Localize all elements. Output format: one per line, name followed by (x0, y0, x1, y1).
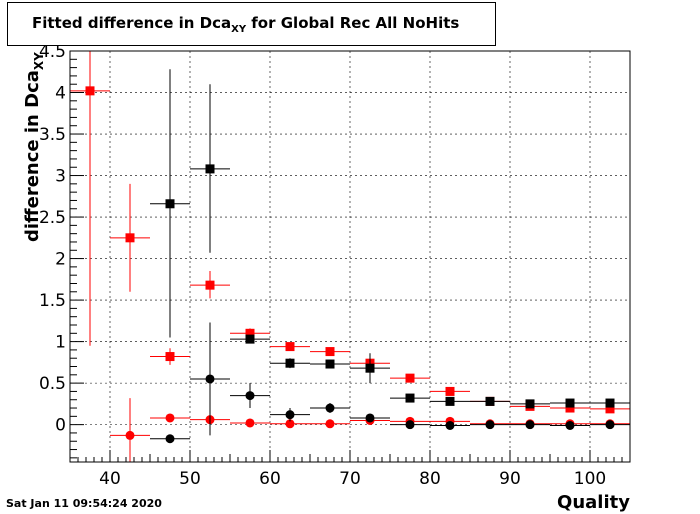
data-point-circle (605, 420, 615, 430)
x-tick-label: 60 (259, 469, 281, 489)
title-main: Fitted difference in Dca (32, 14, 232, 32)
title-subscript: XY (231, 24, 247, 35)
series-0 (70, 51, 630, 414)
data-point-square (405, 373, 415, 383)
data-point-circle (485, 420, 495, 430)
timestamp: Sat Jan 11 09:54:24 2020 (6, 497, 162, 510)
y-axis-label: difference in DcaXY (22, 52, 46, 242)
title-tail: for Global Rec All NoHits (246, 14, 460, 32)
data-point-circle (405, 420, 415, 430)
x-tick-label: 40 (99, 469, 121, 489)
y-tick-label: 2.5 (39, 208, 66, 228)
data-point-square (245, 328, 255, 338)
data-point-square (565, 403, 575, 413)
data-point-circle (165, 434, 175, 444)
data-point-circle (245, 391, 255, 401)
title-box: Fitted difference in DcaXY for Global Re… (7, 2, 496, 46)
data-point-circle (325, 403, 335, 413)
x-tick-label: 50 (179, 469, 201, 489)
data-point-circle (245, 418, 255, 428)
data-point-square (445, 386, 455, 396)
x-tick-label: 70 (339, 469, 361, 489)
data-point-square (325, 347, 335, 357)
data-point-square (165, 352, 175, 362)
data-point-circle (525, 420, 535, 430)
data-point-square (605, 398, 615, 408)
data-point-circle (325, 419, 335, 429)
data-point-square (205, 280, 215, 290)
data-point-circle (125, 430, 135, 440)
data-point-square (125, 233, 135, 243)
y-tick-label: 2 (55, 250, 66, 270)
data-point-square (205, 164, 215, 174)
chart-title: Fitted difference in DcaXY for Global Re… (32, 14, 459, 35)
data-point-circle (365, 413, 375, 423)
y-tick-label: 3.5 (39, 125, 66, 145)
x-tick-label: 80 (419, 469, 441, 489)
data-point-circle (285, 419, 295, 429)
data-point-square (325, 359, 335, 369)
y-tick-label: 3 (55, 167, 66, 187)
data-point-square (285, 358, 295, 368)
data-point-circle (165, 413, 175, 423)
y-tick-label: 1.5 (39, 291, 66, 311)
data-point-circle (205, 374, 215, 384)
y-tick-label: 4 (55, 84, 66, 104)
x-tick-label: 100 (574, 469, 606, 489)
grid-layer (70, 50, 630, 462)
y-tick-label: 0.5 (39, 374, 66, 394)
data-point-square (525, 399, 535, 409)
data-point-square (165, 199, 175, 209)
data-point-square (605, 404, 615, 414)
y-tick-label: 1 (55, 333, 66, 353)
y-axis-label-subscript: XY (32, 52, 46, 71)
y-tick-label: 0 (55, 416, 66, 436)
data-point-square (285, 342, 295, 352)
data-point-square (485, 396, 495, 406)
axis-layer: 40 50 60 70 80 90 100 0 0.5 1 1.5 2 2.5 3 3.5 4 4.5 (39, 42, 631, 489)
y-axis-label-main: difference in Dca (22, 70, 43, 242)
series-3 (150, 322, 630, 444)
data-point-square (245, 334, 255, 344)
data-point-square (445, 396, 455, 406)
x-tick-label: 90 (499, 469, 521, 489)
data-point-square (405, 393, 415, 403)
data-point-square (365, 363, 375, 373)
x-axis-label: Quality (557, 492, 630, 513)
data-point-circle (445, 420, 455, 430)
data-point-square (85, 86, 95, 96)
marks-layer (70, 51, 630, 462)
data-point-circle (565, 420, 575, 430)
data-point-square (565, 398, 575, 408)
y-tick-label: 4.5 (39, 42, 66, 62)
series-1 (150, 69, 630, 409)
data-point-circle (285, 410, 295, 420)
